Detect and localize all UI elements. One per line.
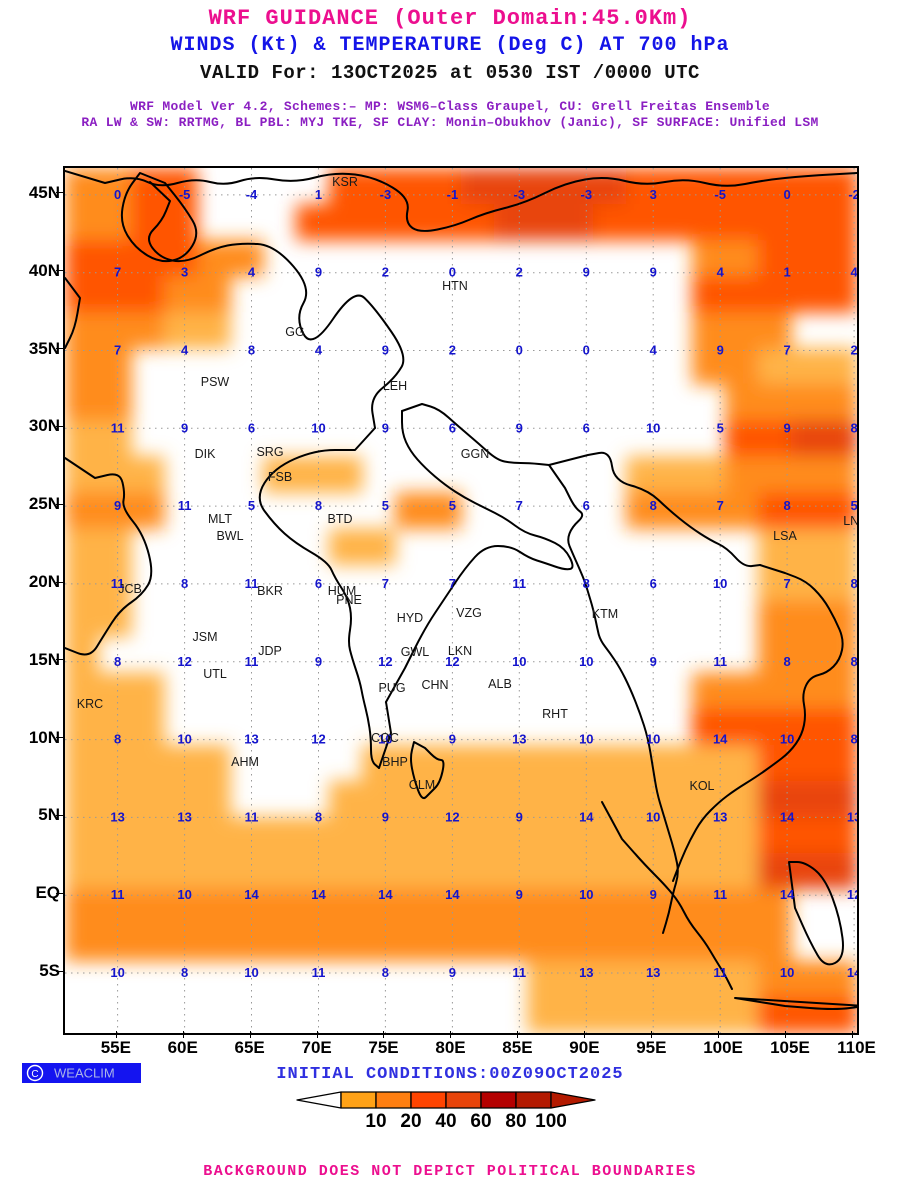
svg-text:20: 20	[400, 1111, 421, 1131]
svg-text:40: 40	[435, 1111, 456, 1131]
svg-text:80: 80	[505, 1111, 526, 1131]
svg-text:60: 60	[470, 1111, 491, 1131]
svg-text:10: 10	[365, 1111, 386, 1131]
svg-text:100: 100	[535, 1111, 567, 1131]
